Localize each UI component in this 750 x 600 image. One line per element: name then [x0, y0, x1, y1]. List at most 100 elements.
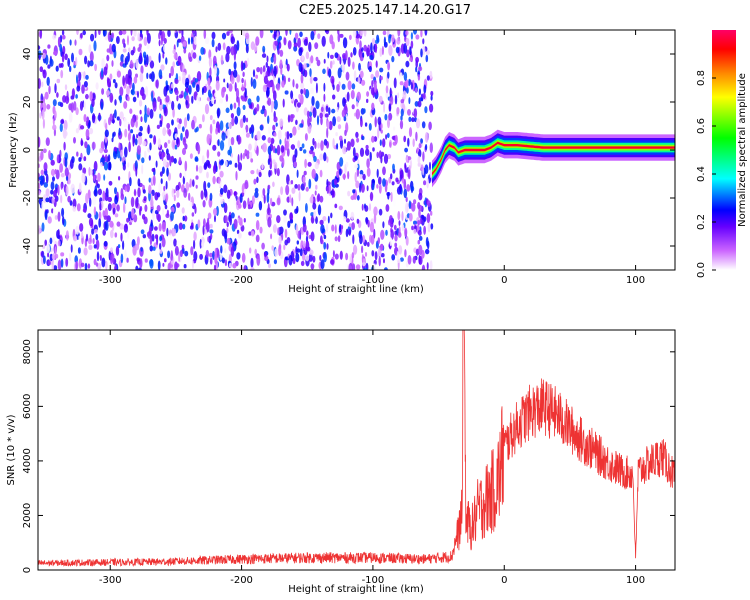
noise-blob [119, 95, 122, 104]
noise-blob [214, 214, 216, 223]
noise-blob [59, 163, 63, 173]
noise-blob [344, 138, 346, 144]
noise-blob [336, 143, 339, 150]
noise-blob [130, 129, 134, 134]
noise-blob [69, 65, 72, 73]
noise-blob [312, 196, 316, 205]
noise-blob [174, 30, 177, 33]
noise-blob [170, 155, 175, 163]
noise-blob [283, 215, 287, 223]
noise-blob [426, 262, 429, 270]
noise-blob [367, 241, 370, 247]
noise-blob [52, 99, 57, 107]
noise-blob [339, 135, 343, 141]
noise-blob [385, 85, 389, 94]
noise-blob [332, 250, 335, 258]
noise-blob [47, 44, 51, 49]
noise-blob [54, 246, 57, 257]
noise-blob [139, 52, 143, 62]
noise-blob [158, 52, 161, 63]
noise-blob [225, 93, 229, 102]
noise-blob [347, 156, 351, 161]
noise-blob [415, 34, 420, 40]
noise-blob [262, 84, 267, 93]
noise-blob [315, 216, 318, 225]
noise-blob [207, 77, 211, 87]
noise-blob [298, 94, 301, 100]
noise-blob [320, 224, 325, 234]
noise-blob [352, 234, 355, 245]
noise-blob [273, 90, 277, 101]
noise-blob [338, 205, 343, 211]
noise-blob [376, 168, 379, 178]
noise-blob [418, 254, 421, 265]
noise-blob [162, 262, 165, 267]
noise-blob [152, 101, 157, 112]
noise-blob [140, 30, 143, 34]
noise-blob [163, 106, 168, 117]
noise-blob [286, 196, 290, 203]
noise-blob [142, 189, 146, 194]
noise-blob [383, 267, 388, 270]
noise-blob [88, 44, 92, 53]
noise-blob [319, 153, 324, 161]
noise-blob [317, 193, 321, 202]
noise-blob [194, 205, 197, 214]
noise-blob [244, 79, 247, 90]
noise-blob [219, 160, 224, 166]
noise-blob [174, 78, 179, 85]
noise-blob [178, 118, 182, 125]
noise-blob [411, 225, 414, 231]
noise-blob [50, 189, 54, 195]
noise-blob [70, 102, 75, 113]
noise-blob [388, 45, 393, 56]
snr-frame [37, 329, 676, 571]
noise-blob [221, 132, 226, 141]
noise-blob [361, 245, 364, 254]
noise-blob [369, 151, 372, 162]
noise-blob [354, 172, 357, 183]
noise-blob [265, 61, 268, 68]
noise-blob [351, 222, 355, 231]
noise-blob [51, 254, 56, 260]
noise-blob [141, 93, 146, 101]
noise-blob [403, 42, 408, 54]
noise-blob [39, 30, 43, 39]
noise-blob [395, 177, 399, 183]
noise-blob [148, 155, 151, 161]
noise-blob [226, 221, 229, 228]
noise-blob [362, 261, 366, 267]
noise-blob [213, 65, 218, 76]
noise-blob [107, 196, 113, 203]
noise-blob [298, 191, 301, 202]
noise-blob [306, 110, 310, 119]
noise-blob [330, 54, 334, 60]
noise-blob [361, 235, 366, 243]
noise-blob [203, 30, 207, 40]
noise-blob [304, 158, 307, 169]
noise-blob [191, 212, 195, 217]
noise-blob [226, 189, 231, 199]
noise-blob [364, 252, 368, 257]
noise-blob [425, 54, 429, 63]
noise-blob [418, 208, 421, 218]
noise-blob [270, 137, 275, 144]
noise-blob [189, 225, 194, 230]
noise-blob [97, 172, 101, 182]
noise-blob [38, 78, 41, 89]
noise-blob [295, 83, 299, 89]
noise-blob [101, 257, 106, 268]
noise-blob [279, 139, 282, 145]
noise-blob [148, 55, 152, 63]
noise-blob [85, 193, 89, 204]
noise-blob [116, 116, 120, 121]
noise-blob [379, 243, 384, 251]
noise-blob [272, 224, 277, 233]
noise-blob [309, 115, 312, 123]
noise-blob [250, 124, 255, 135]
noise-blob [212, 144, 217, 151]
noise-blob [244, 32, 250, 40]
noise-blob [250, 267, 255, 270]
noise-blob [76, 74, 78, 84]
